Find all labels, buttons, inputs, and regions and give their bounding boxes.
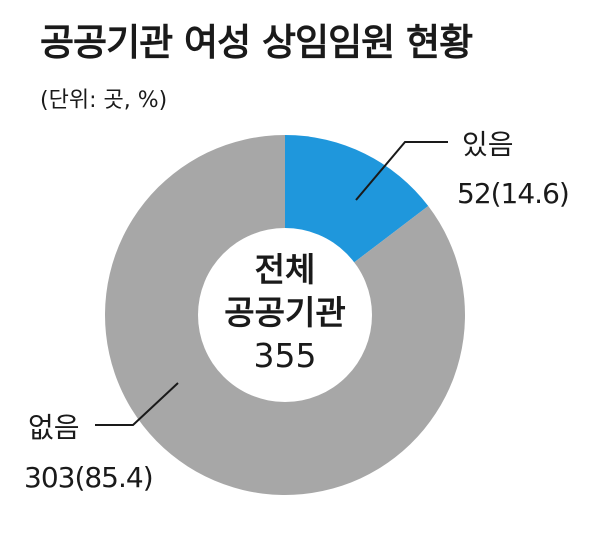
slice-value-no: 303(85.4) <box>24 461 153 494</box>
center-label-line1: 전체 <box>255 250 316 289</box>
leader-line-yes <box>355 141 448 201</box>
unit-label: (단위: 곳, %) <box>40 88 168 113</box>
center-label-line2: 공공기관 <box>224 293 345 332</box>
slice-label-no: 없음 <box>28 411 80 444</box>
slice-value-yes: 52(14.6) <box>457 177 569 210</box>
donut-hole <box>198 228 372 402</box>
slice-label-yes: 있음 <box>462 128 514 161</box>
chart-title: 공공기관 여성 상임임원 현황 <box>40 21 473 64</box>
center-total: 355 <box>254 336 317 375</box>
leader-line-no <box>95 382 179 426</box>
